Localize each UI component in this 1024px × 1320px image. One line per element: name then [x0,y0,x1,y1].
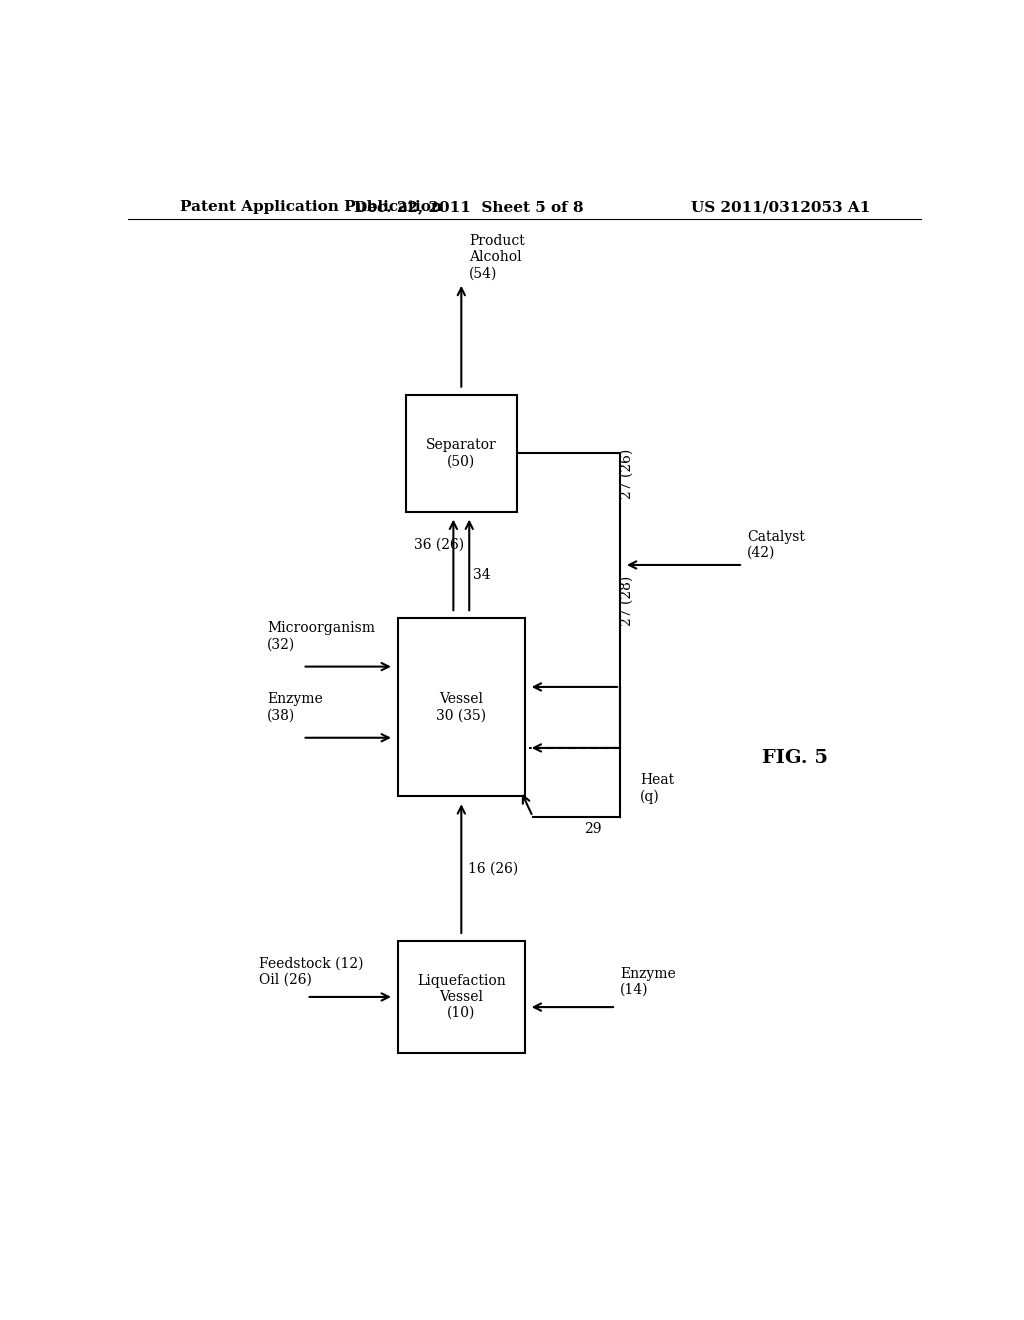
Text: 16 (26): 16 (26) [468,862,518,875]
Text: Microorganism
(32): Microorganism (32) [267,622,375,651]
Text: 27 (26): 27 (26) [620,449,634,499]
Text: Product
Alcohol
(54): Product Alcohol (54) [469,234,525,281]
Text: Feedstock (12)
Oil (26): Feedstock (12) Oil (26) [259,957,364,987]
Text: Separator
(50): Separator (50) [426,438,497,469]
Text: 27 (28): 27 (28) [620,576,634,626]
Text: US 2011/0312053 A1: US 2011/0312053 A1 [690,201,870,214]
FancyBboxPatch shape [397,941,524,1053]
FancyBboxPatch shape [406,395,517,512]
Text: Enzyme
(38): Enzyme (38) [267,692,323,722]
Text: Vessel
30 (35): Vessel 30 (35) [436,692,486,722]
Text: 34: 34 [473,568,490,582]
Text: FIG. 5: FIG. 5 [762,748,827,767]
Text: Enzyme
(14): Enzyme (14) [620,966,676,997]
Text: 36 (26): 36 (26) [414,537,464,552]
Text: 29: 29 [585,822,602,836]
FancyBboxPatch shape [397,618,524,796]
Text: Catalyst
(42): Catalyst (42) [748,529,805,560]
Text: Patent Application Publication: Patent Application Publication [179,201,441,214]
Text: Heat
(q): Heat (q) [640,774,674,804]
Text: Liquefaction
Vessel
(10): Liquefaction Vessel (10) [417,974,506,1020]
Text: Dec. 22, 2011  Sheet 5 of 8: Dec. 22, 2011 Sheet 5 of 8 [354,201,584,214]
